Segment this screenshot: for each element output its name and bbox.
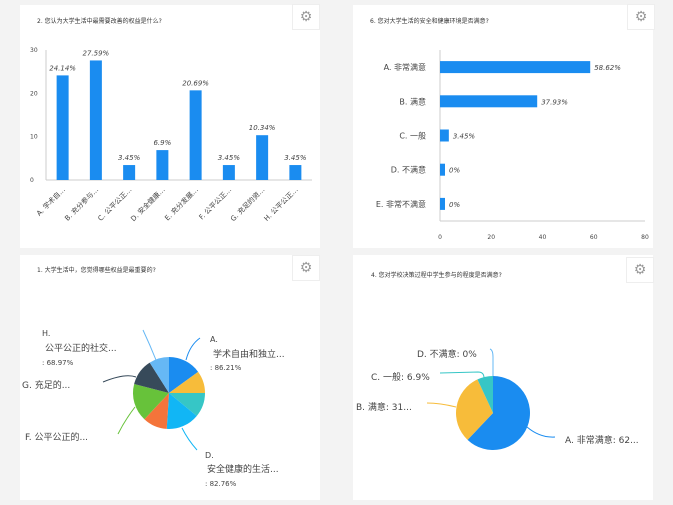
pie-slice	[166, 393, 197, 429]
x-tick-label: C. 公平公正…	[97, 186, 134, 223]
pie-slice	[149, 357, 169, 393]
x-tick-label: G. 充足的资…	[228, 185, 266, 223]
y-tick-label: 30	[30, 47, 38, 54]
x-tick-label: 40	[539, 234, 547, 241]
leader-line	[185, 337, 201, 361]
pie-label: D.	[205, 451, 214, 460]
pie-label: B. 满意: 31...	[356, 401, 412, 413]
pie-label: C. 一般: 6.9%	[371, 371, 430, 383]
bar	[156, 150, 169, 180]
leader-line	[526, 426, 556, 438]
pie-slice	[169, 371, 205, 393]
leader-line	[181, 427, 198, 451]
x-tick-label: A. 学术自…	[34, 185, 67, 218]
pie-value: : 68.97%	[42, 359, 74, 367]
leader-line	[426, 402, 457, 408]
x-tick-label: 20	[487, 234, 495, 241]
leader-line	[142, 329, 157, 361]
pie-slice	[467, 376, 531, 451]
x-tick-label: F. 公平公正…	[198, 186, 234, 222]
data-label: 3.45%	[284, 154, 307, 162]
bar	[89, 60, 102, 181]
data-label: 0%	[449, 167, 460, 175]
gear-icon[interactable]: ⚙	[292, 4, 320, 30]
pie-slice	[169, 357, 199, 393]
pie-label: A.	[210, 335, 218, 344]
bar	[440, 129, 449, 142]
leader-line	[117, 406, 136, 435]
pie-label: G. 充足的...	[22, 379, 70, 391]
bar	[56, 75, 69, 180]
bar	[440, 95, 538, 108]
leader-line	[489, 348, 494, 376]
x-tick-label: H. 公平公正…	[263, 186, 300, 223]
bar	[289, 165, 302, 180]
pie-label: 安全健康的生活...	[207, 463, 279, 475]
category-label: D. 不满意	[391, 165, 426, 175]
data-label: 20.69%	[182, 79, 209, 87]
pie-value: : 82.76%	[205, 480, 237, 488]
data-label: 27.59%	[83, 49, 110, 57]
pie-slice	[169, 393, 205, 416]
x-tick-label: B. 充分参与…	[63, 185, 101, 223]
y-tick-label: 20	[30, 90, 38, 97]
bar	[440, 61, 591, 74]
data-label: 3.45%	[218, 154, 241, 162]
x-tick-label: 80	[641, 234, 649, 241]
x-tick-label: E. 充分发展…	[163, 185, 200, 222]
panel-q6	[353, 5, 653, 248]
pie-label: D. 不满意: 0%	[417, 348, 477, 360]
gear-icon[interactable]: ⚙	[626, 257, 654, 283]
pie-slice	[134, 362, 169, 393]
category-label: C. 一般	[399, 131, 426, 141]
bar	[222, 165, 235, 180]
bar	[189, 90, 202, 180]
gear-icon[interactable]: ⚙	[292, 255, 320, 281]
chart-title-q6: 6. 您对大学生活的安全和健康环境是否满意?	[370, 18, 489, 25]
bar	[440, 197, 445, 210]
data-label: 58.62%	[594, 64, 621, 72]
leader-line	[439, 371, 485, 379]
pie-slice	[133, 384, 169, 420]
bar	[440, 163, 445, 176]
y-tick-label: 10	[30, 134, 38, 141]
bar	[256, 135, 269, 180]
pie-slice	[477, 376, 493, 413]
pie-value: : 86.21%	[210, 364, 242, 372]
pie-label: H.	[42, 329, 50, 338]
pie-slice	[455, 379, 493, 440]
category-label: A. 非常满意	[384, 62, 426, 72]
data-label: 24.14%	[49, 64, 76, 72]
pie-label: A. 非常满意: 62...	[565, 434, 639, 446]
pie-slice	[144, 393, 169, 429]
data-label: 37.93%	[541, 98, 568, 106]
data-label: 6.9%	[153, 139, 171, 147]
x-tick-label: 0	[438, 234, 442, 241]
x-tick-label: 60	[590, 234, 598, 241]
data-label: 3.45%	[118, 154, 141, 162]
pie-label: 公平公正的社交...	[45, 342, 117, 354]
category-label: B. 满意	[399, 96, 426, 106]
pie-label: 学术自由和独立...	[213, 348, 285, 360]
chart-title-q2: 2. 您认为大学生活中最需要改善的权益是什么?	[37, 18, 162, 25]
bar	[123, 165, 136, 180]
chart-title-q1: 1. 大学生活中，您觉得哪些权益是最重要的?	[37, 267, 156, 274]
leader-line	[102, 375, 137, 383]
data-label: 0%	[449, 201, 460, 209]
chart-title-q4: 4. 您对学校决策过程中学生参与的程度是否满意?	[371, 272, 502, 279]
gear-icon[interactable]: ⚙	[627, 4, 655, 30]
pie-label: F. 公平公正的...	[25, 431, 88, 443]
x-tick-label: D. 安全健康…	[129, 185, 167, 223]
data-label: 3.45%	[453, 133, 476, 141]
panel-q2	[20, 5, 320, 248]
y-tick-label: 0	[30, 177, 34, 184]
data-label: 10.34%	[249, 124, 276, 132]
category-label: E. 非常不满意	[376, 199, 426, 209]
